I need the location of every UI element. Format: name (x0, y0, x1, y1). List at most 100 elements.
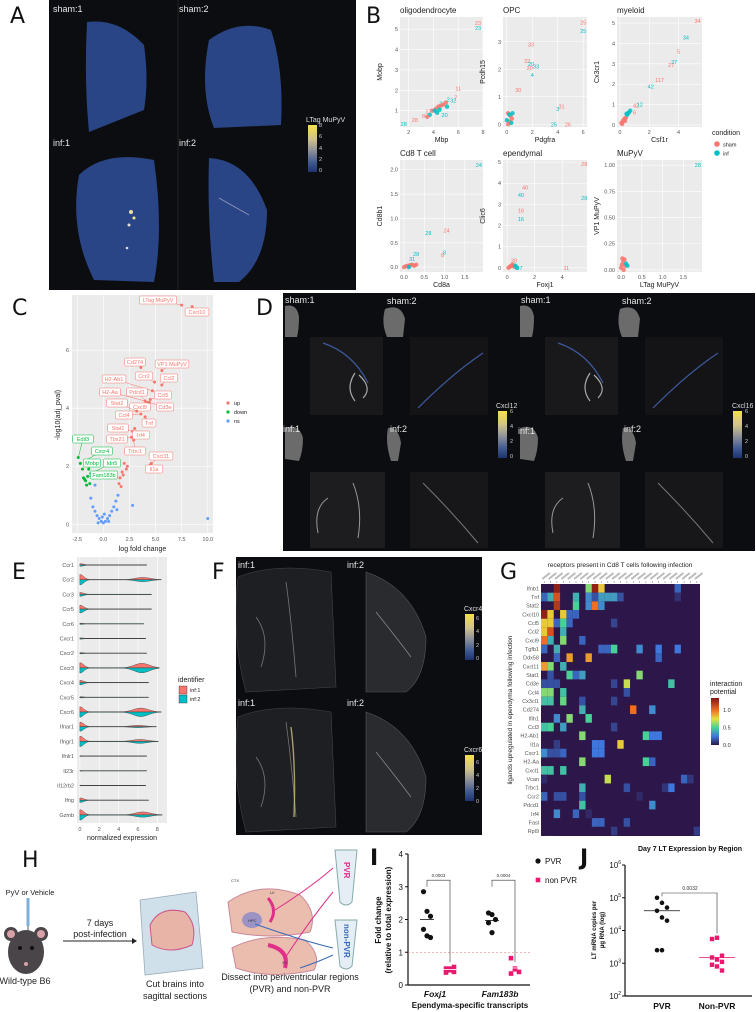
heatmap-cell (668, 679, 675, 689)
heatmap-cell (687, 774, 694, 784)
colorbar-tick: 4 (319, 146, 323, 152)
heatmap-cell (553, 792, 561, 801)
heatmap-cell (591, 748, 599, 758)
legend-condition: condition sham inf (712, 130, 740, 158)
panel-label-d: D (256, 296, 273, 321)
x-tick-label: 2.5 (126, 537, 134, 543)
cluster-label: 28 (413, 252, 419, 258)
facet-oligodendrocyte: 2 4 6 812345oligodendrocyteMbpMobp232311732… (377, 6, 485, 144)
data-point (96, 521, 100, 525)
cluster-label: 28 (581, 196, 587, 202)
cluster-label: 117 (655, 78, 664, 84)
data-point (143, 415, 147, 419)
pvr-point (659, 915, 665, 920)
tube-nonpvr-icon (334, 919, 358, 970)
data-point (106, 516, 110, 520)
heatmap-cell (579, 731, 586, 741)
colorbar-tick: 2 (319, 157, 323, 163)
cluster-label: 20 (527, 66, 533, 72)
panel-label-j: J (580, 846, 589, 871)
x-tick-label: 7.5 (178, 537, 186, 543)
significance-bracket (491, 879, 516, 963)
x-tick-label: 2 (407, 130, 410, 136)
cluster-label: 31 (558, 104, 564, 110)
volcano-plot: -2.5 0.0 2.5 5.0 7.5 10.0 0 2 4 6 log fold change -… (55, 295, 247, 553)
heatmap-cell (560, 792, 567, 801)
data-point (425, 114, 430, 120)
y-axis-label: Cx3cr1 (594, 61, 601, 83)
row-label: Ddx58 (523, 656, 539, 662)
gene-label: Irf4 (137, 433, 145, 439)
y-tick-label: 0.50 (604, 216, 615, 222)
x-tick-label: -2.5 (72, 537, 81, 543)
x-axis-label: Foxj1 (536, 282, 553, 289)
x-tick-label: 2 (98, 827, 101, 833)
facet-title: ependymal (503, 149, 542, 158)
y-axis-label: Cd8b1 (377, 206, 384, 227)
panel-label-g: G (500, 560, 518, 585)
sample-label: inf:1 (238, 698, 256, 708)
cluster-label: 32 (450, 99, 456, 105)
data-point (150, 389, 154, 393)
x-tick-label: 6 (457, 130, 460, 136)
heatmap-cell (541, 748, 548, 758)
p-value: 0.0004 (497, 873, 511, 878)
row-label: Irf4 (531, 812, 539, 818)
legend-label: ns (234, 419, 240, 425)
heatmap-cell (642, 731, 650, 741)
gene-label: Ccr2 (62, 578, 74, 584)
cluster-label: 12 (637, 103, 643, 109)
row-label: H2-Ab1 (520, 734, 539, 740)
heatmap-cell (623, 818, 631, 827)
column-label-unreadable (586, 572, 596, 580)
y-axis-label: ligands upregulated in ependyma followin… (507, 635, 514, 784)
column-label-unreadable (681, 572, 691, 580)
region-label: HPC (248, 918, 257, 923)
y-tick-label: 0.00 (604, 268, 615, 274)
column-label-unreadable (656, 572, 666, 580)
panel-h-schematic (4, 849, 358, 976)
heatmap-cell (541, 636, 548, 645)
heatmap-cell (566, 670, 573, 680)
heatmap-cell (541, 592, 548, 602)
x-tick-label: 4 (556, 130, 559, 136)
cluster-label: 23 (475, 26, 481, 32)
heatmap-cell (547, 610, 554, 619)
cluster-label: 16 (518, 209, 524, 215)
gene-label: Tnf (145, 421, 153, 427)
data-point (619, 121, 625, 127)
gene-label: Ifnar1 (60, 725, 74, 731)
cluster-label: 16 (518, 217, 524, 223)
row-label: Tnf (531, 595, 539, 601)
nonpvr-point (709, 962, 715, 967)
y-tick-label: 4 (498, 181, 501, 187)
data-point (443, 100, 449, 105)
y-tick-label: 2 (395, 88, 398, 94)
x-tick-label: 4 (432, 130, 435, 136)
colorbar-tick: 4 (745, 424, 749, 430)
colorbar-tick: 8 (319, 123, 323, 129)
heatmap-cell (553, 809, 561, 819)
y-tick-label: 1 (498, 245, 501, 251)
row-label: Stat1 (526, 673, 539, 679)
gene-label: VP1 MuPyV (157, 362, 187, 368)
y-tick-label: 106 (609, 860, 621, 870)
heatmap-cell (674, 592, 681, 602)
y-tick-label: 6 (66, 348, 69, 354)
heatmap-cell (610, 696, 618, 706)
nonpvr-point (709, 936, 715, 942)
x-tick-label: 6 (136, 827, 139, 833)
gene-label: Fam183b (92, 473, 115, 479)
gene-label: Stat2 (111, 401, 124, 407)
y-tick-label: 4 (66, 406, 69, 412)
data-point (120, 470, 124, 474)
heatmap-cell (579, 670, 586, 680)
gene-label-box (106, 434, 128, 444)
row-label: Ifih1 (529, 716, 539, 722)
column-label-unreadable (675, 572, 685, 580)
gene-label-box (106, 398, 128, 408)
data-point (437, 107, 442, 112)
sample-label: sham:1 (521, 295, 551, 305)
y-axis-label: -log10(adj_pval) (55, 390, 62, 440)
gene-label-box (139, 295, 177, 305)
